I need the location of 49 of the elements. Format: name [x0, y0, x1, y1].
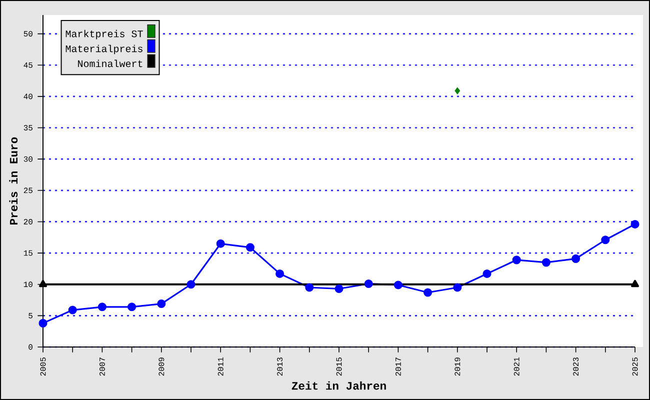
- point: [334, 284, 344, 294]
- y-tick-label: 10: [24, 282, 32, 288]
- point: [216, 239, 225, 248]
- point: [394, 280, 402, 290]
- point: [482, 269, 492, 278]
- x-axis-title: Zeit in Jahren: [292, 381, 386, 390]
- point: [453, 283, 462, 292]
- point: [542, 258, 550, 267]
- x-tick-label: 2025: [632, 358, 638, 376]
- point: [454, 87, 460, 94]
- y-tick-label: 35: [24, 125, 32, 130]
- point: [424, 288, 432, 297]
- y-tick-label: 25: [24, 188, 32, 194]
- point: [246, 243, 254, 252]
- x-tick-label: 2013: [277, 358, 283, 376]
- legend-label: Materialpreis: [66, 44, 142, 54]
- x-tick-label: 2009: [158, 358, 164, 376]
- y-tick-label: 40: [24, 94, 32, 100]
- y-tick-label: 30: [24, 156, 32, 162]
- y-tick-label: 5: [28, 313, 32, 318]
- legend-label: Marktpreis ST: [66, 30, 143, 40]
- point: [157, 300, 166, 308]
- point: [186, 280, 196, 289]
- y-tick-label: 50: [24, 31, 32, 37]
- y-tick-label: 45: [24, 62, 32, 68]
- x-tick-label: 2015: [336, 358, 342, 376]
- point: [276, 269, 284, 278]
- y-tick-label: 20: [24, 219, 32, 224]
- point: [128, 302, 136, 312]
- point: [98, 302, 106, 312]
- y-tick-label: 0: [28, 344, 32, 350]
- y-axis-title: Preis in Euro: [9, 137, 18, 224]
- point: [38, 318, 48, 328]
- point: [572, 254, 580, 263]
- x-tick-label: 2023: [573, 358, 579, 376]
- x-tick-label: 2011: [218, 357, 224, 376]
- point: [68, 306, 77, 314]
- x-tick-label: 2021: [514, 357, 520, 376]
- point: [305, 283, 314, 292]
- x-tick-label: 2019: [454, 358, 460, 376]
- x-tick-label: 2007: [99, 358, 105, 376]
- x-tick-label: 2005: [40, 358, 46, 376]
- point: [630, 220, 640, 228]
- point: [512, 256, 521, 264]
- x-tick-label: 2017: [395, 358, 401, 376]
- y-tick-label: 15: [24, 250, 32, 256]
- point: [601, 236, 610, 244]
- legend-label: Nominalwert: [78, 60, 142, 68]
- point: [364, 279, 373, 288]
